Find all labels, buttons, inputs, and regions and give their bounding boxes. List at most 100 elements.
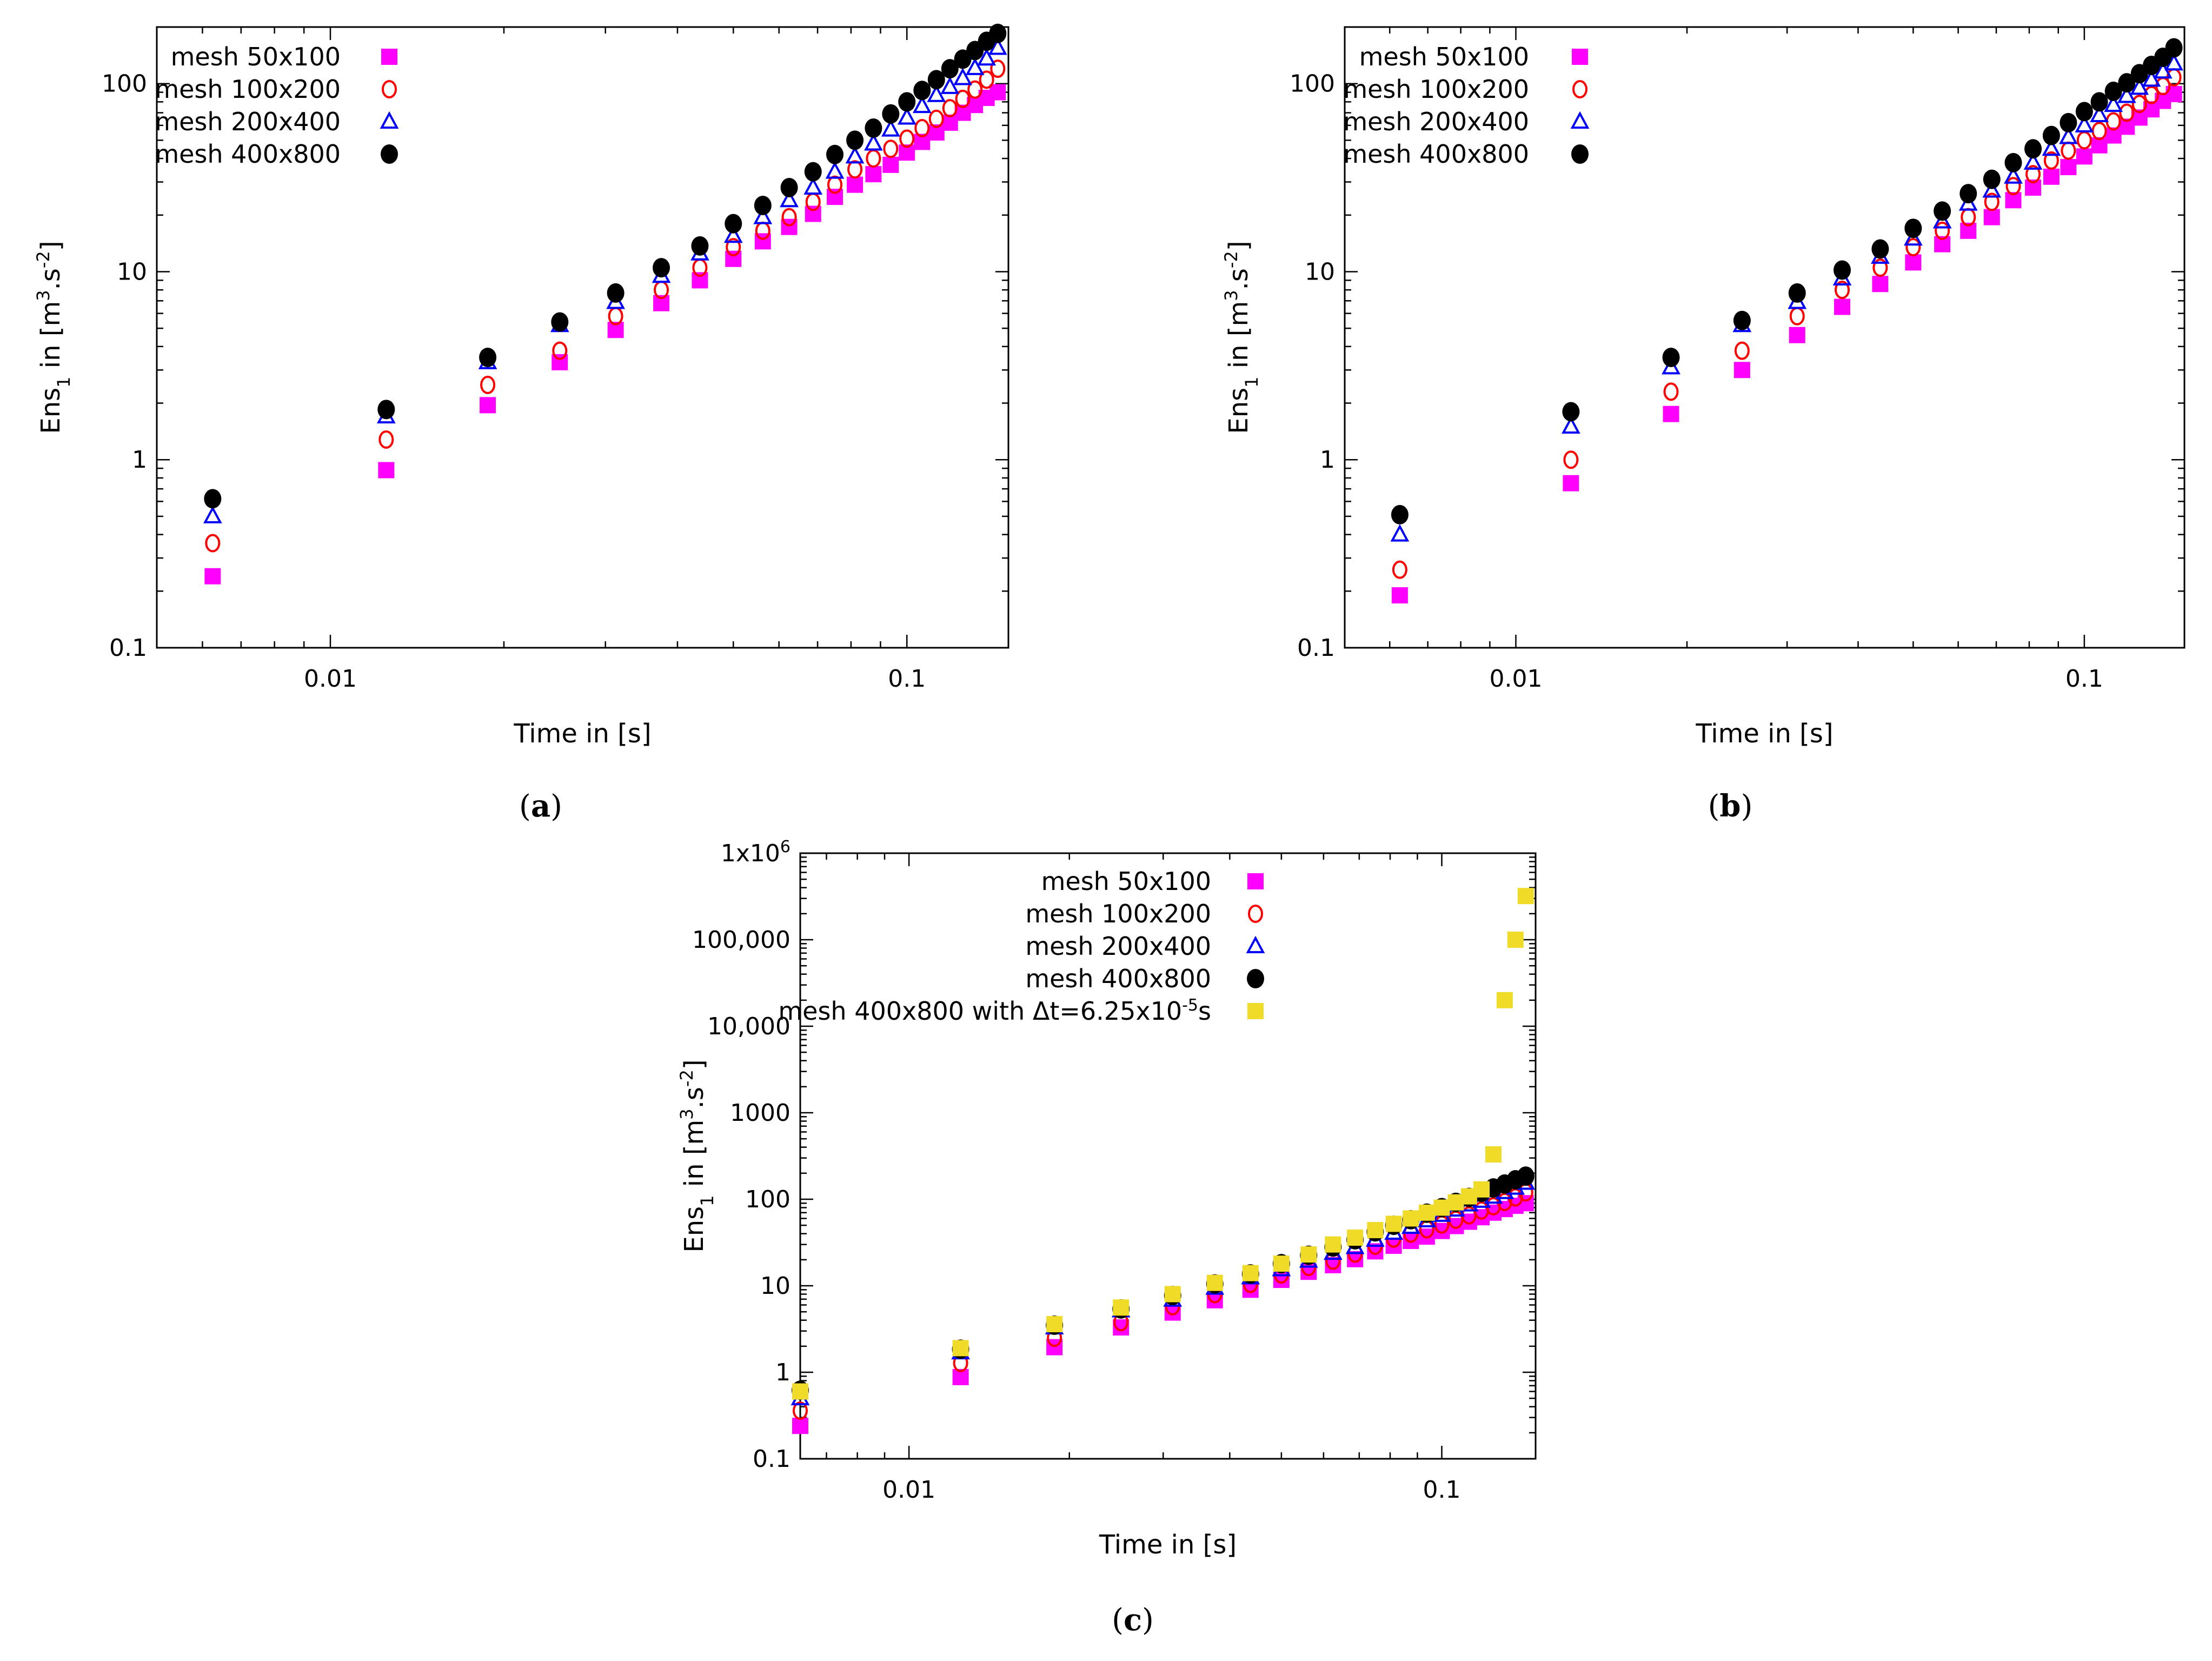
plot-frame [799,852,1537,1460]
data-point [899,129,915,148]
data-point [1904,228,1923,246]
data-point [480,375,496,394]
data-point [2119,103,2135,122]
x-tick-label: 0.01 [304,665,357,693]
data-point [2060,112,2077,132]
series-mesh-400x800-dt [792,888,1534,1400]
data-point [1562,402,1580,422]
data-point [965,57,985,75]
x-axis-label: Time in [s] [513,719,651,749]
legend-label: mesh 50x100 [1041,867,1211,896]
data-point [940,76,960,94]
data-point [1904,218,1922,238]
data-point [2060,158,2077,175]
data-point [1403,1210,1419,1227]
series-mesh-400x800 [204,23,1007,509]
legend-marker [1247,873,1264,889]
data-point [1242,1265,1259,1281]
data-point [2023,152,2043,170]
data-point [2090,104,2109,122]
legend-marker [1572,49,1588,65]
data-point [1788,283,1806,303]
data-point [882,104,900,124]
legend-label: mesh 100x200 [1343,75,1529,104]
x-axis-label: Time in [s] [1695,719,1833,749]
data-point [551,312,569,332]
panel-caption: (c) [1112,1602,1154,1638]
data-point [988,37,1007,55]
data-point [897,107,916,125]
panel-caption: (b) [1708,788,1753,824]
legend-marker [382,80,397,98]
data-point [1905,238,1921,257]
chart-panel-b: 0.1 1 10 100 0.01 0.1 Time in [s] Ens1 in [m3.s… [1221,26,2186,824]
data-point [2042,125,2060,145]
data-point [979,70,994,89]
data-point [723,225,743,243]
data-point [1834,260,1851,280]
data-point [1982,180,2002,198]
data-point [2004,152,2022,172]
data-point [2142,69,2161,87]
legend-marker [381,49,397,65]
data-point [1385,1215,1402,1232]
y-tick-label: 10,000 [707,1013,791,1040]
data-point [2005,177,2021,196]
panel-caption: (a) [519,788,562,824]
data-point [2165,38,2183,58]
y-tick-label: 1 [775,1359,791,1386]
y-axis-label: Ens1 in [m3.s-2] [1221,241,1262,434]
data-point [1113,1299,1130,1316]
y-tick-label: 1000 [730,1099,791,1127]
data-point [1662,348,1680,368]
y-tick-label: 1 [132,446,147,474]
data-point [912,95,932,114]
data-point [1984,192,2000,211]
data-point [1789,307,1805,325]
data-point [1872,258,1888,277]
data-point [2090,92,2108,112]
data-point [1473,1181,1490,1198]
data-point [203,506,222,523]
data-point [692,272,708,289]
data-point [989,84,1006,101]
data-point [898,92,916,112]
data-point [2118,73,2136,93]
data-point [1433,1199,1450,1216]
x-tick-label: 0.01 [1490,665,1543,693]
data-point [479,348,497,368]
data-point [1905,254,1922,271]
data-point [1046,1315,1063,1332]
data-point [955,89,971,108]
y-tick-label: 1x106 [721,838,791,868]
data-point [882,156,899,173]
legend-label: mesh 200x400 [155,107,341,136]
data-point [2075,115,2094,132]
data-point [2091,122,2107,141]
series-mesh-50x100 [204,84,1006,584]
data-point [914,118,930,137]
data-point [1325,1236,1341,1253]
data-point [780,190,799,208]
data-point [825,161,845,179]
data-point [1206,1274,1223,1291]
data-point [2117,85,2136,103]
data-point [952,1340,969,1357]
y-tick-label: 10 [760,1272,791,1300]
data-point [1485,1146,1502,1163]
data-point [792,1418,808,1434]
data-point [2144,85,2160,104]
data-point [2004,166,2023,184]
data-point [1733,310,1751,330]
legend-marker [380,111,399,129]
data-point [953,68,972,85]
legend-label: mesh 50x100 [1359,42,1529,71]
y-tick-label: 100 [1290,70,1335,98]
y-tick-label: 10 [117,258,147,285]
data-point [1834,298,1851,315]
data-point [552,341,568,360]
legend-marker [1247,969,1264,988]
data-point [1347,1229,1364,1246]
data-point [378,462,395,479]
legend-marker [1571,144,1589,164]
